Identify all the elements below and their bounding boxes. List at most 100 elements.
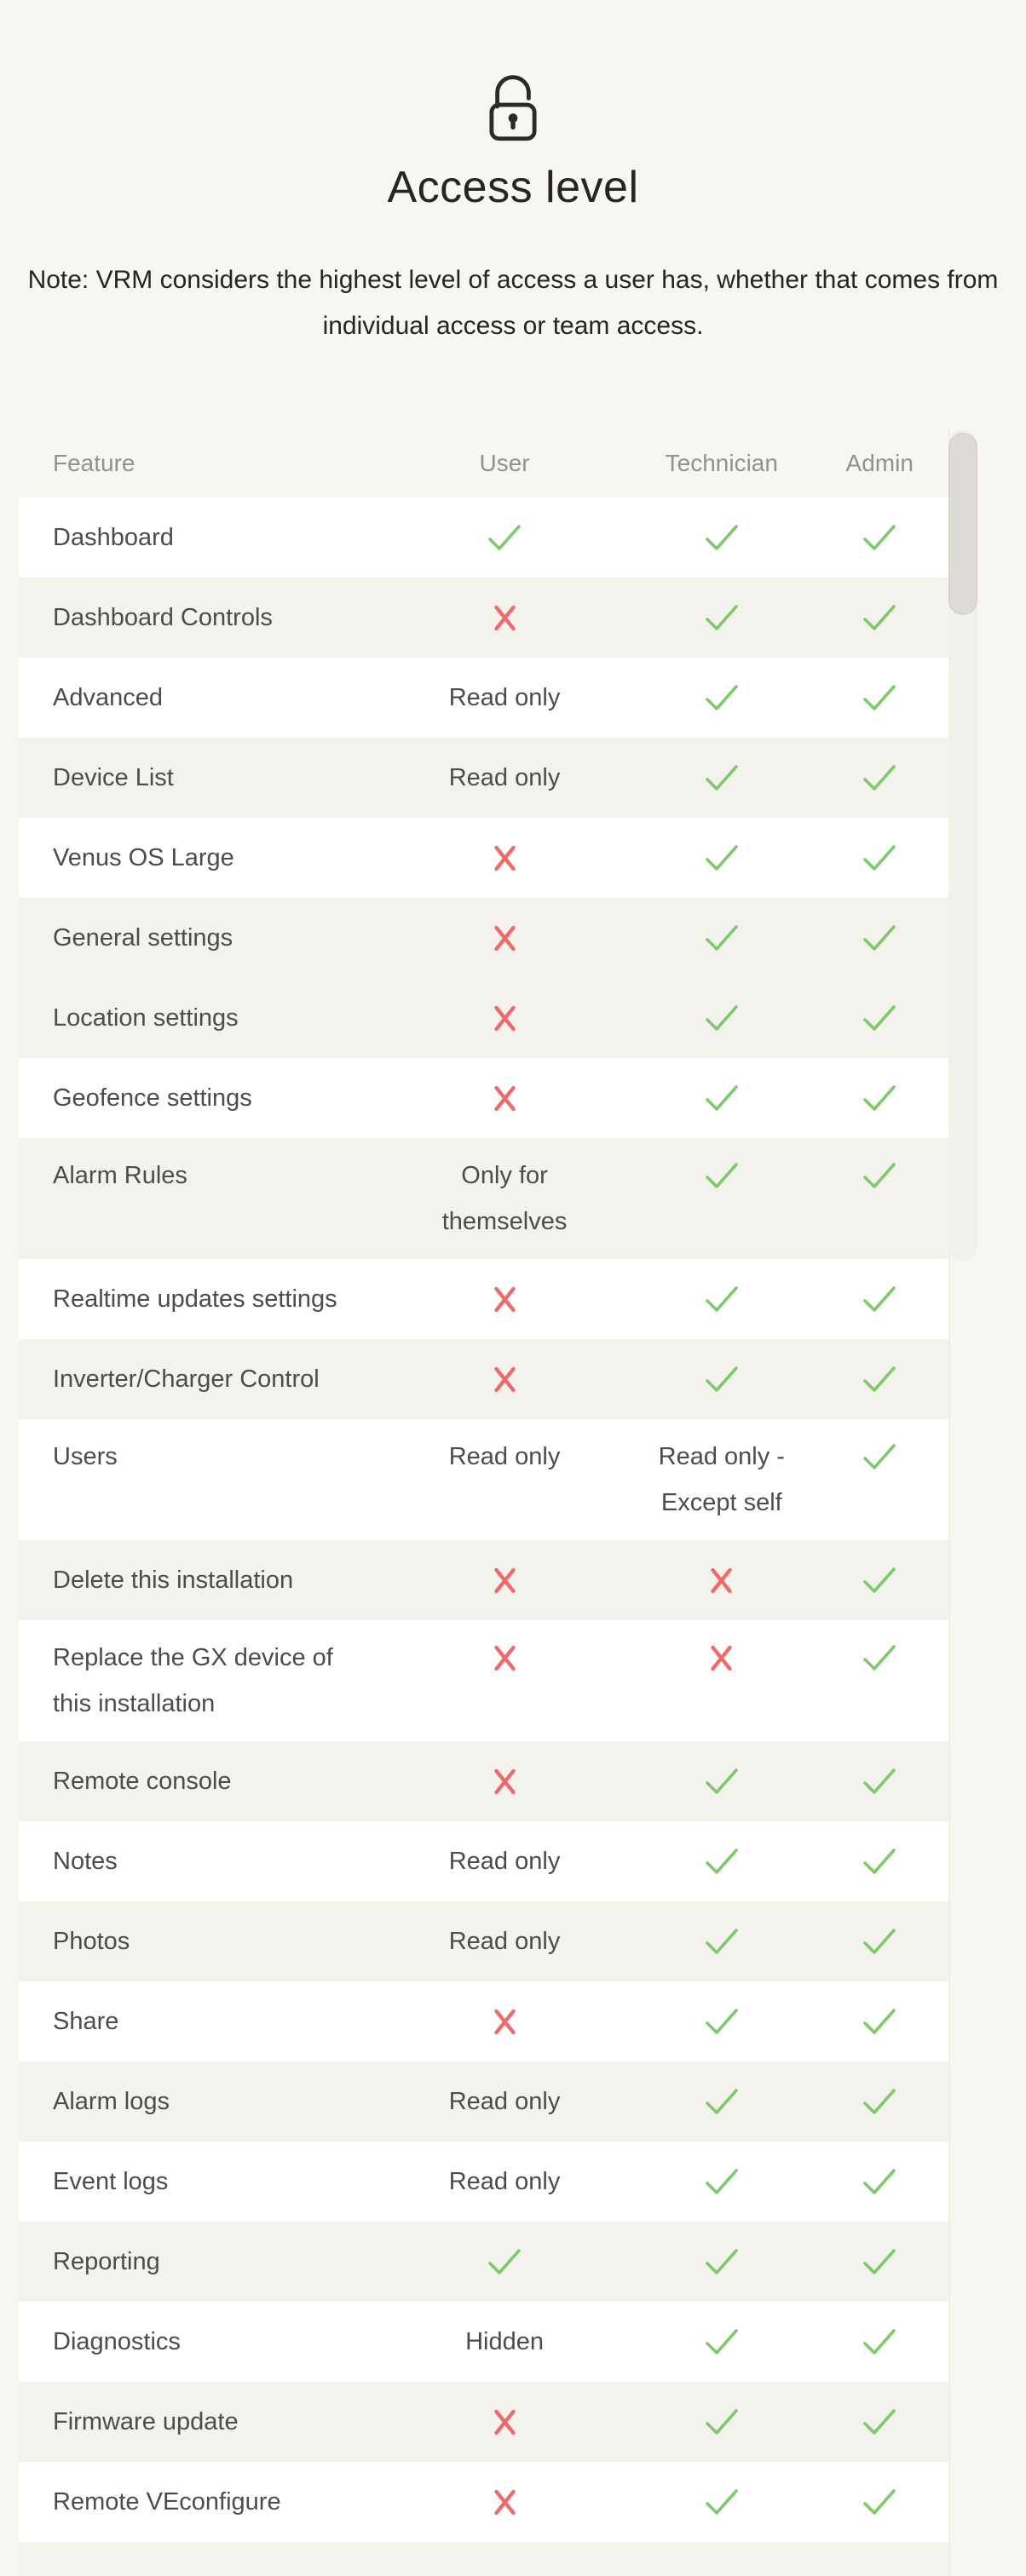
admin-permission-cell bbox=[811, 1356, 948, 1394]
feature-label: Venus OS Large bbox=[53, 844, 234, 871]
check-icon bbox=[863, 2089, 896, 2114]
feature-label: Event logs bbox=[53, 2168, 169, 2195]
cross-icon bbox=[493, 1286, 516, 1313]
table-row: Remote console bbox=[19, 1741, 948, 1821]
access-note: Note: VRM considers the highest level of… bbox=[27, 266, 999, 340]
table-row: General settings bbox=[19, 898, 948, 978]
permission-text: Read only bbox=[448, 764, 561, 791]
user-permission-cell bbox=[377, 2399, 632, 2437]
user-permission-cell bbox=[377, 1635, 632, 1673]
check-icon bbox=[705, 2089, 738, 2114]
technician-permission-cell bbox=[632, 1838, 810, 1876]
feature-label: General settings bbox=[53, 924, 233, 952]
check-icon bbox=[863, 2009, 896, 2034]
cross-icon bbox=[493, 2009, 516, 2035]
check-icon bbox=[705, 1929, 738, 1954]
column-header-technician: Technician bbox=[665, 450, 778, 476]
check-icon bbox=[863, 1929, 896, 1954]
table-row-partial bbox=[19, 2542, 948, 2576]
table-row: Dashboard Controls bbox=[19, 578, 948, 658]
technician-permission-cell: Read only - Except self bbox=[632, 1434, 810, 1526]
feature-label: Geofence settings bbox=[53, 1084, 252, 1112]
feature-label: Users bbox=[53, 1443, 118, 1470]
table-row: Alarm logs Read only bbox=[19, 2061, 948, 2142]
feature-label: Reporting bbox=[53, 2248, 160, 2275]
table-row: Dashboard bbox=[19, 497, 948, 578]
check-icon bbox=[705, 1366, 738, 1392]
user-permission-cell bbox=[377, 1075, 632, 1113]
cross-icon bbox=[493, 2489, 516, 2516]
cross-icon bbox=[493, 605, 516, 631]
check-icon bbox=[705, 1085, 738, 1111]
table-row: Location settings bbox=[19, 978, 948, 1058]
scrollbar-thumb[interactable] bbox=[948, 433, 977, 615]
technician-permission-cell bbox=[632, 2479, 810, 2516]
user-permission-cell bbox=[377, 995, 632, 1033]
check-icon bbox=[863, 1567, 896, 1593]
user-permission-cell bbox=[377, 1356, 632, 1394]
check-icon bbox=[863, 2409, 896, 2435]
admin-permission-cell bbox=[811, 755, 948, 792]
admin-permission-cell bbox=[811, 2399, 948, 2436]
permission-text: Read only bbox=[448, 2088, 561, 2115]
admin-permission-cell bbox=[811, 1758, 948, 1796]
check-icon bbox=[705, 685, 738, 710]
user-permission-cell: Read only bbox=[377, 675, 632, 721]
check-icon bbox=[705, 525, 738, 550]
table-row: Photos Read only bbox=[19, 1901, 948, 1981]
check-icon bbox=[863, 1645, 896, 1670]
feature-label: Firmware update bbox=[53, 2408, 239, 2435]
table-row: Venus OS Large bbox=[19, 818, 948, 898]
admin-permission-cell bbox=[811, 2479, 948, 2516]
cross-icon bbox=[493, 1567, 516, 1594]
technician-permission-cell bbox=[632, 515, 810, 552]
technician-permission-cell bbox=[632, 1153, 810, 1190]
check-icon bbox=[705, 1286, 738, 1312]
technician-permission-cell bbox=[632, 2399, 810, 2436]
feature-label: Dashboard Controls bbox=[53, 604, 273, 631]
technician-permission-cell bbox=[632, 755, 810, 792]
column-header-admin: Admin bbox=[845, 450, 914, 476]
technician-permission-cell bbox=[632, 1075, 810, 1113]
check-icon bbox=[863, 2249, 896, 2274]
admin-permission-cell bbox=[811, 1075, 948, 1113]
admin-permission-cell bbox=[811, 2319, 948, 2356]
user-permission-cell bbox=[377, 1557, 632, 1596]
user-permission-cell: Read only bbox=[377, 1838, 632, 1884]
technician-permission-cell bbox=[632, 1557, 810, 1596]
check-icon bbox=[705, 605, 738, 630]
table-row: Device List Read only bbox=[19, 738, 948, 818]
dialog-icon-area bbox=[0, 0, 1026, 141]
permission-text: Read only - Except self bbox=[658, 1443, 785, 1516]
column-header-feature: Feature bbox=[53, 450, 135, 476]
check-icon bbox=[863, 2169, 896, 2194]
permission-text: Read only bbox=[448, 1443, 561, 1470]
admin-permission-cell bbox=[811, 2159, 948, 2196]
feature-label: Notes bbox=[53, 1848, 118, 1875]
admin-permission-cell bbox=[811, 1918, 948, 1956]
feature-label: Inverter/Charger Control bbox=[53, 1366, 320, 1393]
check-icon bbox=[863, 1849, 896, 1874]
admin-permission-cell bbox=[811, 915, 948, 952]
feature-label: Device List bbox=[53, 764, 174, 791]
table-row: Diagnostics Hidden bbox=[19, 2302, 948, 2382]
table-row: Users Read only Read only - Except self bbox=[19, 1419, 948, 1540]
check-icon bbox=[863, 845, 896, 871]
admin-permission-cell bbox=[811, 835, 948, 872]
check-icon bbox=[705, 765, 738, 791]
feature-label: Replace the GX device of this installati… bbox=[53, 1644, 333, 1717]
check-icon bbox=[705, 925, 738, 951]
permission-text: Read only bbox=[448, 1848, 561, 1875]
user-permission-cell bbox=[377, 1276, 632, 1314]
cross-icon bbox=[711, 1567, 732, 1594]
user-permission-cell bbox=[377, 1998, 632, 2037]
table-row: Notes Read only bbox=[19, 1821, 948, 1901]
table-row: Advanced Read only bbox=[19, 658, 948, 738]
column-header-user: User bbox=[479, 450, 530, 476]
check-icon bbox=[863, 1768, 896, 1794]
technician-permission-cell bbox=[632, 2319, 810, 2356]
cross-icon bbox=[493, 1366, 516, 1393]
check-icon bbox=[705, 1163, 738, 1188]
check-icon bbox=[863, 1444, 896, 1469]
technician-permission-cell bbox=[632, 2079, 810, 2116]
